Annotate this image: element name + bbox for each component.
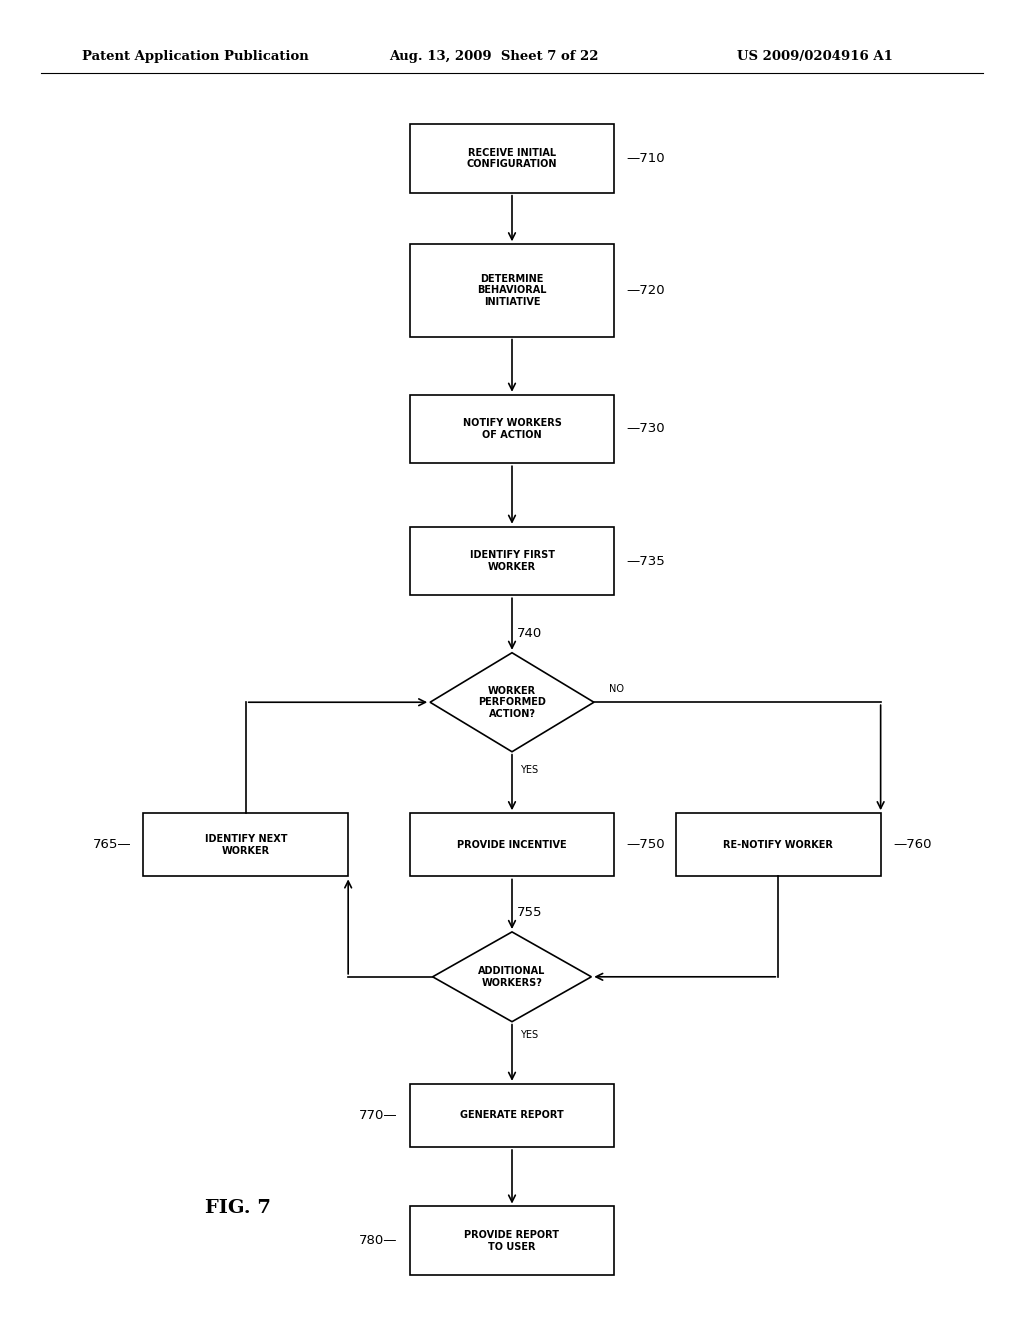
Text: —710: —710 — [627, 152, 666, 165]
Text: —735: —735 — [627, 554, 666, 568]
Text: IDENTIFY FIRST
WORKER: IDENTIFY FIRST WORKER — [469, 550, 555, 572]
Text: —730: —730 — [627, 422, 666, 436]
FancyBboxPatch shape — [143, 813, 348, 876]
Text: 755: 755 — [517, 906, 543, 919]
Text: —750: —750 — [627, 838, 666, 851]
Text: —760: —760 — [893, 838, 932, 851]
Text: DETERMINE
BEHAVIORAL
INITIATIVE: DETERMINE BEHAVIORAL INITIATIVE — [477, 273, 547, 308]
FancyBboxPatch shape — [410, 124, 614, 193]
Text: RE-NOTIFY WORKER: RE-NOTIFY WORKER — [723, 840, 834, 850]
FancyBboxPatch shape — [676, 813, 881, 876]
Text: WORKER
PERFORMED
ACTION?: WORKER PERFORMED ACTION? — [478, 685, 546, 719]
Text: —720: —720 — [627, 284, 666, 297]
Text: Aug. 13, 2009  Sheet 7 of 22: Aug. 13, 2009 Sheet 7 of 22 — [389, 50, 599, 63]
Text: NO: NO — [609, 684, 625, 694]
Text: 780—: 780— — [358, 1234, 397, 1247]
Text: GENERATE REPORT: GENERATE REPORT — [460, 1110, 564, 1121]
FancyBboxPatch shape — [410, 395, 614, 463]
FancyBboxPatch shape — [410, 244, 614, 337]
Text: 765—: 765— — [92, 838, 131, 851]
Text: Patent Application Publication: Patent Application Publication — [82, 50, 308, 63]
Text: 740: 740 — [517, 627, 543, 639]
FancyBboxPatch shape — [410, 813, 614, 876]
FancyBboxPatch shape — [410, 527, 614, 595]
FancyBboxPatch shape — [410, 1084, 614, 1147]
Text: YES: YES — [520, 1030, 539, 1040]
Text: YES: YES — [520, 766, 539, 775]
Text: NOTIFY WORKERS
OF ACTION: NOTIFY WORKERS OF ACTION — [463, 418, 561, 440]
Text: PROVIDE REPORT
TO USER: PROVIDE REPORT TO USER — [465, 1230, 559, 1251]
FancyBboxPatch shape — [410, 1206, 614, 1275]
Text: ADDITIONAL
WORKERS?: ADDITIONAL WORKERS? — [478, 966, 546, 987]
Text: PROVIDE INCENTIVE: PROVIDE INCENTIVE — [457, 840, 567, 850]
Text: 770—: 770— — [358, 1109, 397, 1122]
Text: US 2009/0204916 A1: US 2009/0204916 A1 — [737, 50, 893, 63]
Polygon shape — [432, 932, 592, 1022]
Text: FIG. 7: FIG. 7 — [205, 1199, 270, 1217]
Text: RECEIVE INITIAL
CONFIGURATION: RECEIVE INITIAL CONFIGURATION — [467, 148, 557, 169]
Polygon shape — [430, 652, 594, 751]
Text: IDENTIFY NEXT
WORKER: IDENTIFY NEXT WORKER — [205, 834, 287, 855]
